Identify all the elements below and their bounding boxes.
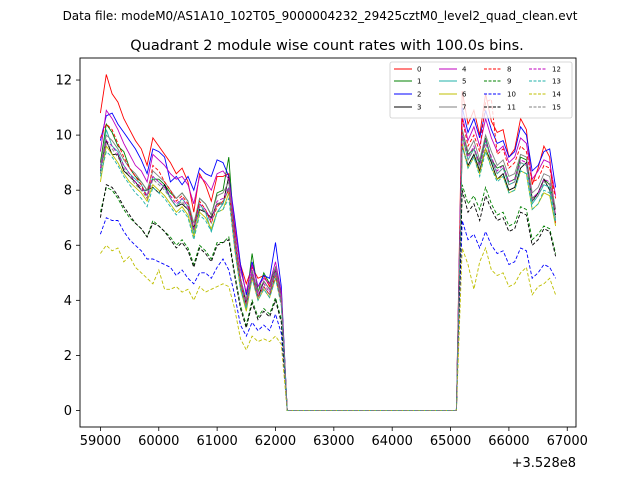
chart-title: Quadrant 2 module wise count rates with … xyxy=(130,38,524,54)
legend-label-1: 1 xyxy=(417,78,421,86)
x-tick-label: 66000 xyxy=(488,434,529,449)
series-line-9 xyxy=(99,184,557,411)
x-tick-label: 62000 xyxy=(255,434,296,449)
y-tick-label: 4 xyxy=(64,294,72,309)
series-line-10 xyxy=(99,217,556,411)
y-tick-label: 0 xyxy=(64,404,72,419)
legend-label-13: 13 xyxy=(552,78,561,86)
legend-label-2: 2 xyxy=(417,91,421,99)
chart-suptitle: Data file: modeM0/AS1A10_102T05_90000042… xyxy=(63,9,578,23)
series-line-11 xyxy=(99,184,557,411)
series-line-14 xyxy=(100,244,557,411)
legend-label-3: 3 xyxy=(417,104,421,112)
x-axis: 59000 60000 61000 62000 63000 64000 65000 66000… xyxy=(80,427,588,449)
x-tick-label: 67000 xyxy=(547,434,588,449)
series-line-13 xyxy=(99,145,557,411)
series-line-6 xyxy=(99,143,557,411)
legend-label-8: 8 xyxy=(507,66,511,74)
series-line-1 xyxy=(99,122,557,411)
legend-label-7: 7 xyxy=(462,104,466,112)
legend-label-5: 5 xyxy=(462,78,466,86)
legend-label-9: 9 xyxy=(507,78,511,86)
legend-label-15: 15 xyxy=(552,104,561,112)
legend-label-14: 14 xyxy=(552,91,561,99)
legend-label-12: 12 xyxy=(552,66,561,74)
legend-frame xyxy=(389,61,573,119)
series-line-15 xyxy=(99,137,557,411)
y-tick-label: 2 xyxy=(64,349,72,364)
y-axis: 0 2 4 6 8 10 12 xyxy=(55,74,80,419)
legend-label-10: 10 xyxy=(507,91,516,99)
plot-area: 59000 60000 61000 62000 63000 64000 65000 66000… xyxy=(55,57,588,449)
y-tick-label: 10 xyxy=(55,129,72,144)
y-tick-label: 6 xyxy=(64,239,72,254)
x-tick-label: 59000 xyxy=(80,434,121,449)
x-tick-label: 61000 xyxy=(196,434,237,449)
x-tick-label: 64000 xyxy=(372,434,413,449)
plot-frame xyxy=(79,57,577,428)
x-tick-label: 65000 xyxy=(430,434,471,449)
y-tick-label: 8 xyxy=(64,184,72,199)
legend-label-6: 6 xyxy=(462,91,467,99)
x-tick-label: 63000 xyxy=(313,434,354,449)
legend-label-0: 0 xyxy=(417,66,421,74)
legend-label-4: 4 xyxy=(462,66,467,74)
series-layer xyxy=(99,74,557,411)
y-tick-label: 12 xyxy=(55,74,72,89)
legend-label-11: 11 xyxy=(507,104,516,112)
series-line-3 xyxy=(99,139,557,411)
x-offset-label: +3.528e8 xyxy=(512,456,576,471)
x-tick-label: 60000 xyxy=(138,434,179,449)
